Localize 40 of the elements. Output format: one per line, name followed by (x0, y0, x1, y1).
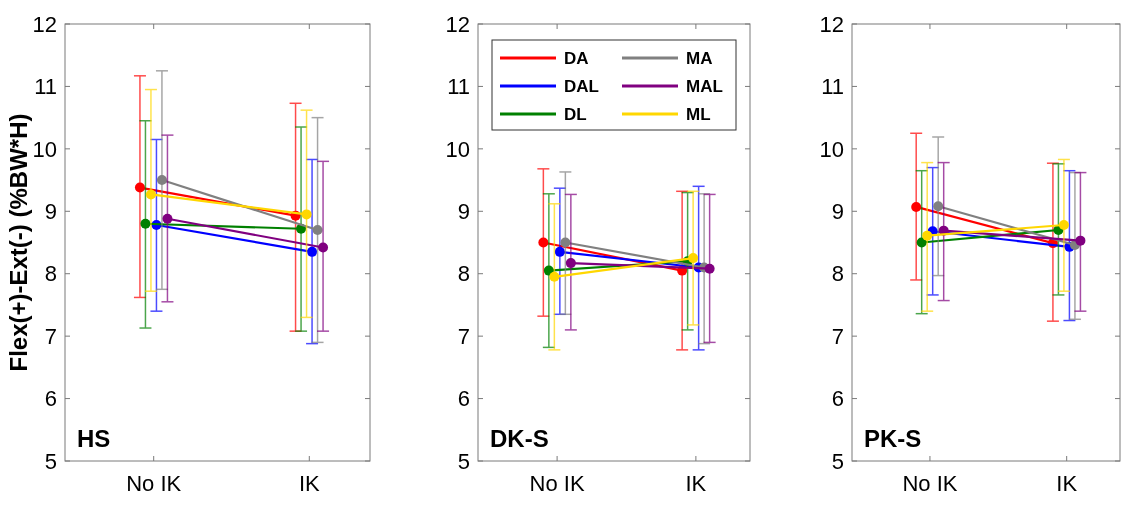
y-tick-label: 7 (44, 323, 57, 349)
y-tick-label: 12 (819, 11, 844, 37)
y-tick-label: 11 (821, 74, 844, 100)
y-tick-label: 12 (32, 11, 57, 37)
y-tick-label: 10 (819, 136, 844, 162)
y-tick-label: 10 (445, 136, 470, 162)
legend-label: DL (564, 104, 587, 124)
y-tick-label: 5 (831, 448, 844, 474)
legend-label: MAL (686, 76, 723, 96)
annotation: PK-S (864, 425, 922, 452)
y-tick-label: 7 (457, 323, 470, 349)
y-tick-label: 6 (457, 386, 470, 412)
legend-label: DAL (564, 76, 599, 96)
legend-label: DA (564, 48, 589, 68)
annotation: HS (77, 425, 111, 452)
y-tick-label: 8 (457, 261, 470, 287)
y-tick-label: 6 (831, 386, 844, 412)
y-axis-title: Flex(+)-Ext(-) (%BW*H) (5, 113, 32, 372)
y-tick-label: 11 (447, 74, 470, 100)
x-tick-label: No IK (902, 471, 958, 496)
x-tick-label: No IK (126, 471, 182, 496)
y-tick-label: 11 (34, 74, 57, 100)
y-tick-label: 12 (445, 11, 470, 37)
x-tick-label: IK (685, 471, 707, 496)
x-tick-label: No IK (529, 471, 585, 496)
annotation: DK-S (490, 425, 549, 452)
y-tick-label: 10 (32, 136, 57, 162)
y-tick-label: 6 (44, 386, 57, 412)
y-tick-label: 9 (831, 198, 844, 224)
y-tick-label: 8 (831, 261, 844, 287)
x-tick-label: IK (1056, 471, 1078, 496)
legend-label: ML (686, 104, 711, 124)
y-tick-label: 5 (457, 448, 470, 474)
y-tick-label: 5 (44, 448, 57, 474)
y-tick-label: 9 (44, 198, 57, 224)
legend-label: MA (686, 48, 713, 68)
y-tick-label: 8 (44, 261, 57, 287)
x-tick-label: IK (298, 471, 321, 496)
y-tick-label: 9 (457, 198, 470, 224)
y-tick-label: 7 (831, 323, 844, 349)
